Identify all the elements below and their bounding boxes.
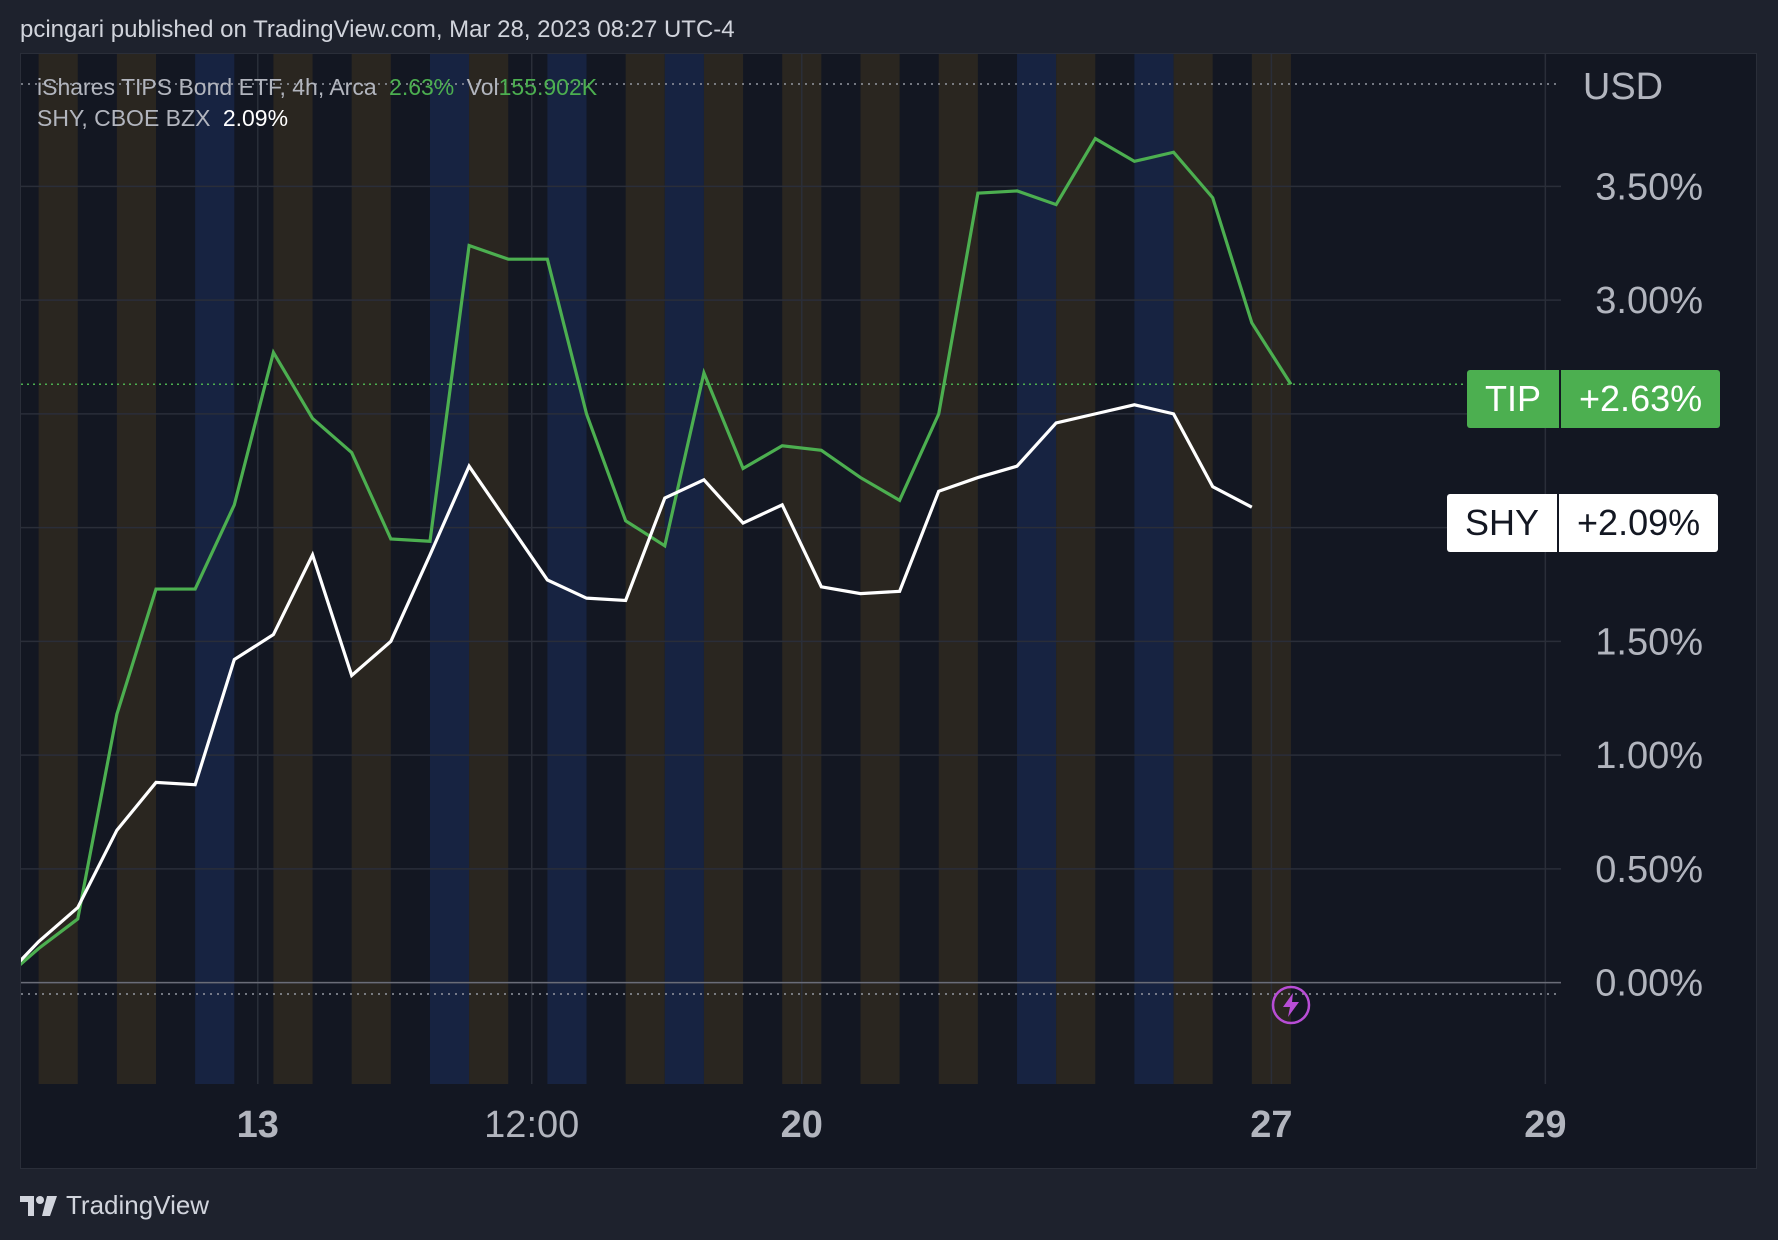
y-tick-label-3: 1.50% — [1595, 621, 1703, 663]
series-tip — [21, 136, 1293, 966]
currency-label: USD — [1583, 66, 1663, 108]
legend-shy-change: 2.09% — [222, 105, 289, 131]
session-band-15 — [1056, 54, 1096, 1084]
y-tick-label-1: 0.50% — [1595, 849, 1703, 891]
shy-value: +2.09% — [1557, 494, 1718, 552]
session-band-8 — [625, 54, 665, 1084]
y-tick-label-2: 1.00% — [1595, 735, 1703, 777]
x-tick-label-1: 12:00 — [484, 1104, 579, 1146]
session-band-14 — [1017, 54, 1057, 1084]
session-band-1 — [116, 54, 157, 1084]
session-band-5 — [429, 54, 470, 1084]
tip-value: +2.63% — [1559, 370, 1720, 428]
x-axis-labels: 13 12:00 20 27 29 — [237, 1104, 1567, 1146]
legend-shy-name: SHY, CBOE BZX — [37, 105, 211, 131]
footer-brand-label: TradingView — [66, 1190, 210, 1220]
x-tick-label-3: 27 — [1250, 1104, 1292, 1146]
series-lines — [21, 136, 1293, 966]
legend-tip-change: 2.63% — [389, 74, 455, 100]
session-bands — [38, 54, 1291, 1084]
session-band-9 — [664, 54, 704, 1084]
session-band-7 — [547, 54, 587, 1084]
tip-price-tag: TIP +2.63% — [1467, 370, 1721, 428]
publish-caption: pcingari published on TradingView.com, M… — [20, 16, 735, 43]
y-tick-label-7: 3.50% — [1595, 166, 1703, 208]
lightning-bolt-icon[interactable] — [1271, 985, 1311, 1025]
legend-tip[interactable]: iShares TIPS Bond ETF, 4h, Arca 2.63% Vo… — [37, 74, 603, 101]
shy-price-tag: SHY +2.09% — [1447, 494, 1719, 552]
session-band-0 — [38, 54, 78, 1084]
y-tick-label-6: 3.00% — [1595, 280, 1703, 322]
chart-panel[interactable]: 0.00%0.50%1.00%1.50%2.00%2.50%3.00%3.50%… — [20, 53, 1757, 1169]
x-tick-label-4: 29 — [1524, 1104, 1566, 1146]
session-band-13 — [938, 54, 978, 1084]
tradingview-logo-icon — [20, 1195, 57, 1216]
shy-ticker: SHY — [1465, 502, 1540, 543]
tradingview-logo[interactable]: TradingView — [20, 1190, 209, 1221]
legend-tip-name: iShares TIPS Bond ETF, 4h, Arca — [37, 74, 377, 100]
y-tick-label-0: 0.00% — [1595, 963, 1703, 1005]
series-shy — [21, 403, 1253, 963]
session-band-10 — [703, 54, 744, 1084]
legend-vol-value: 155.902K — [498, 74, 598, 100]
session-band-2 — [195, 54, 235, 1084]
tip-ticker: TIP — [1485, 378, 1542, 419]
chart-canvas[interactable]: 0.00%0.50%1.00%1.50%2.00%2.50%3.00%3.50%… — [21, 54, 1758, 1170]
x-tick-label-2: 20 — [781, 1104, 823, 1146]
session-band-17 — [1173, 54, 1213, 1084]
series-line-tip — [21, 136, 1293, 966]
y-axis-labels: 0.00%0.50%1.00%1.50%2.00%2.50%3.00%3.50% — [1595, 166, 1703, 1004]
x-tick-label-0: 13 — [237, 1104, 279, 1146]
session-band-16 — [1134, 54, 1174, 1084]
legend-shy[interactable]: SHY, CBOE BZX 2.09% — [37, 105, 294, 132]
session-band-6 — [469, 54, 509, 1084]
legend-vol-label: Vol — [466, 74, 499, 100]
session-band-4 — [351, 54, 391, 1084]
grid-lines — [21, 54, 1561, 1084]
session-band-12 — [860, 54, 900, 1084]
